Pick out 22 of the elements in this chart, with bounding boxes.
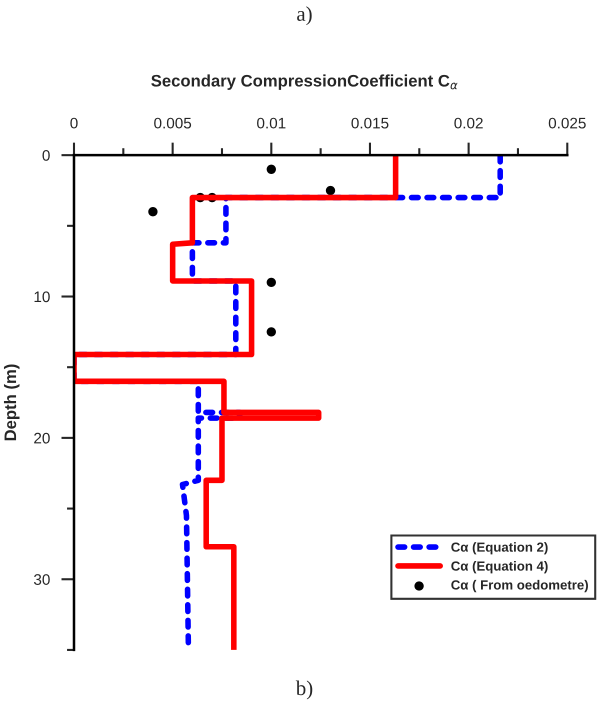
chart-title: Secondary CompressionCoefficient C$_{α}$ (151, 74, 458, 90)
x-tick-label: 0.015 (351, 118, 388, 129)
point (266, 278, 276, 288)
y-tick-label: 0 (42, 150, 50, 161)
x-tick-label: 0.005 (154, 118, 192, 129)
legend-label: Cα (Equation 2) (451, 542, 548, 554)
y-tick-label: 30 (34, 574, 50, 585)
x-tick-label: 0.01 (257, 118, 286, 129)
x-tick-label: 0 (70, 118, 78, 129)
y-axis-title: Depth (m) (4, 364, 20, 440)
legend-label: Cα (Equation 4) (451, 561, 548, 574)
point (148, 207, 158, 216)
x-tick-label: 0.02 (454, 118, 483, 129)
point (266, 164, 276, 174)
legend-label: Cα ( From oedometre) (451, 580, 588, 592)
point (266, 327, 276, 337)
x-tick-label: 0.025 (548, 118, 586, 129)
text: a) (297, 6, 312, 26)
y-tick-label: 10 (34, 291, 50, 302)
y-tick-label: 20 (34, 432, 50, 444)
point (326, 186, 336, 196)
text: b) (296, 680, 312, 700)
